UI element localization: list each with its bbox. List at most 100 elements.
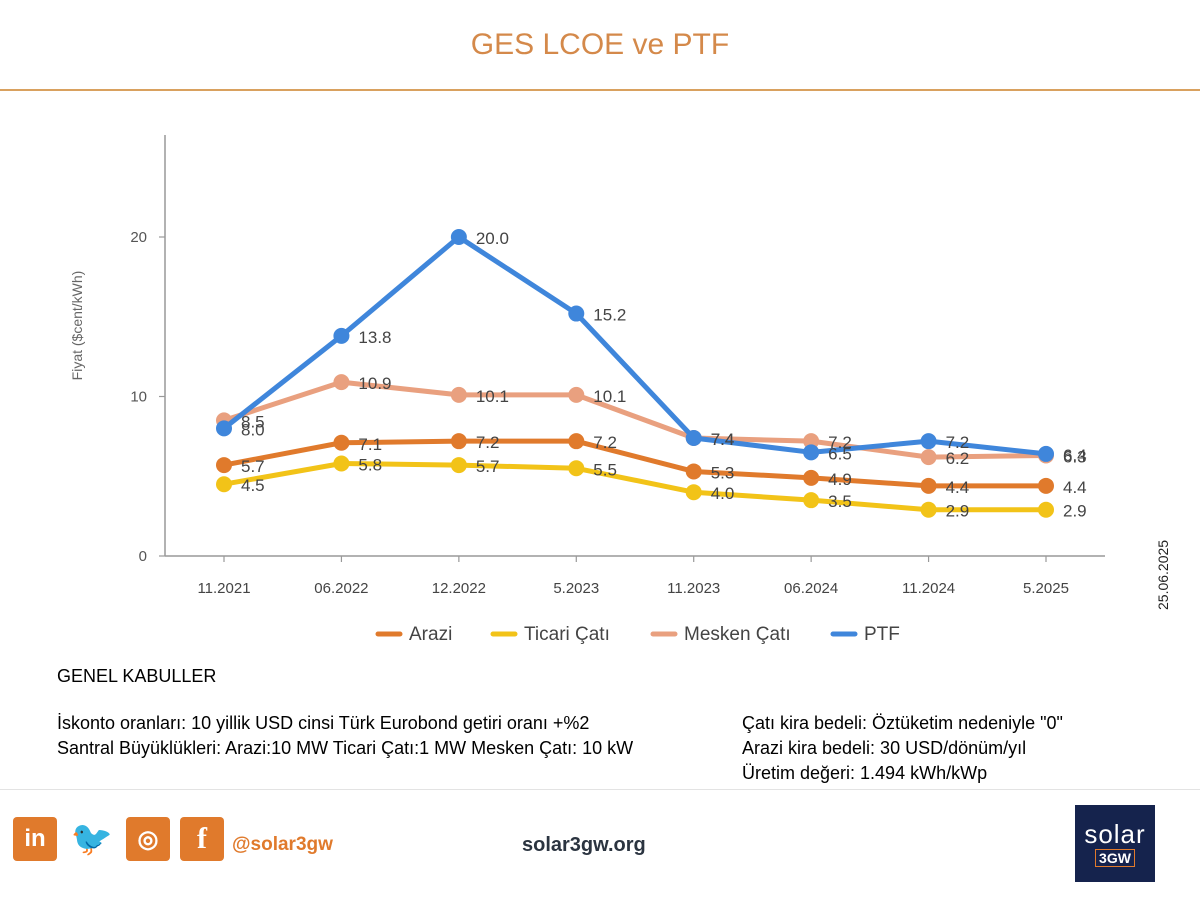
data-point <box>803 433 820 450</box>
facebook-icon[interactable]: f <box>180 817 224 861</box>
title-divider <box>0 89 1200 91</box>
data-label: 3.5 <box>828 492 852 511</box>
data-label: 7.2 <box>828 433 852 452</box>
legend-label: Mesken Çatı <box>684 624 791 645</box>
data-point <box>216 457 232 474</box>
data-point <box>568 305 585 322</box>
y-axis-title: Fiyat ($cent/kWh) <box>69 271 85 381</box>
data-label: 8.5 <box>241 412 265 431</box>
series-line-0 <box>221 438 1049 489</box>
data-point <box>1038 445 1054 462</box>
x-tick-label: 06.2022 <box>314 580 368 597</box>
data-label: 6.2 <box>946 449 970 468</box>
website-link[interactable]: solar3gw.org <box>522 834 646 856</box>
instagram-icon[interactable]: ◎ <box>126 817 170 861</box>
series-line-3 <box>221 234 1049 457</box>
footer-divider <box>0 789 1200 790</box>
data-point <box>333 327 350 344</box>
data-point <box>685 484 702 501</box>
brand-logo: solar 3GW <box>1075 805 1155 882</box>
data-label: 6.5 <box>828 444 852 463</box>
data-label: 5.5 <box>593 460 617 479</box>
data-label: 6.4 <box>1063 446 1087 465</box>
data-point <box>333 434 350 451</box>
data-point <box>803 469 820 486</box>
data-label: 2.9 <box>1063 502 1087 521</box>
data-label: 5.3 <box>711 463 735 482</box>
data-label: 5.7 <box>476 457 500 476</box>
data-point <box>568 433 585 450</box>
data-label: 10.1 <box>476 387 509 406</box>
data-label: 10.9 <box>358 374 391 393</box>
note-plant-sizes: Santral Büyüklükleri: Arazi:10 MW Ticari… <box>57 738 634 758</box>
data-label: 7.2 <box>946 433 970 452</box>
x-tick-label: 11.2021 <box>197 580 250 597</box>
data-point <box>685 463 702 480</box>
data-point <box>450 457 467 474</box>
data-point <box>803 492 820 509</box>
y-tick-label: 10 <box>130 389 147 406</box>
note-land-rent: Arazi kira bedeli: 30 USD/dönüm/yıl <box>742 738 1027 758</box>
data-label: 7.4 <box>711 430 735 449</box>
legend-label: PTF <box>864 624 900 645</box>
x-tick-label: 11.2023 <box>667 580 720 597</box>
data-label: 10.1 <box>593 387 626 406</box>
data-point <box>450 433 467 450</box>
data-label: 4.9 <box>828 470 852 489</box>
linkedin-icon[interactable]: in <box>13 817 57 861</box>
data-label: 15.2 <box>593 306 626 325</box>
data-label: 5.8 <box>358 455 382 474</box>
data-point <box>1038 477 1054 494</box>
data-point <box>216 420 232 437</box>
data-point <box>685 429 702 446</box>
series-line-1 <box>221 460 1049 513</box>
x-tick-label: 06.2024 <box>784 580 838 597</box>
twitter-icon[interactable]: 🐦 <box>70 820 114 858</box>
data-label: 5.7 <box>241 457 265 476</box>
page-title: GES LCOE ve PTF <box>470 28 730 61</box>
data-label: 4.4 <box>946 478 970 497</box>
data-point <box>568 460 585 477</box>
note-discount: İskonto oranları: 10 yillik USD cinsi Tü… <box>57 713 590 733</box>
data-point <box>568 386 585 403</box>
data-label: 4.4 <box>1063 478 1087 497</box>
data-point <box>1038 501 1054 518</box>
data-label: 6.3 <box>1063 448 1087 467</box>
x-tick-label: 5.2025 <box>1023 580 1069 597</box>
logo-text-bottom: 3GW <box>1095 849 1135 867</box>
data-label: 4.0 <box>711 484 735 503</box>
data-point <box>920 501 937 518</box>
data-label: 7.2 <box>476 433 500 452</box>
data-point <box>920 433 937 450</box>
note-roof-rent: Çatı kira bedeli: Öztüketim nedeniyle "0… <box>742 713 1063 733</box>
data-label: 8.0 <box>241 420 265 439</box>
logo-text-top: solar <box>1084 819 1146 849</box>
data-label: 7.1 <box>358 435 382 454</box>
data-point <box>450 386 467 403</box>
x-tick-label: 12.2022 <box>432 580 486 597</box>
data-label: 13.8 <box>358 328 391 347</box>
data-point <box>920 449 937 466</box>
data-point <box>803 444 820 461</box>
x-tick-label: 5.2023 <box>553 580 599 597</box>
data-label: 4.5 <box>241 476 265 495</box>
data-label: 20.0 <box>476 229 509 248</box>
data-point <box>333 455 350 472</box>
data-point <box>920 477 937 494</box>
data-label: 7.4 <box>711 430 735 449</box>
y-tick-label: 0 <box>139 548 147 565</box>
data-label: 2.9 <box>946 502 970 521</box>
series-line-2 <box>221 379 1049 460</box>
x-tick-label: 11.2024 <box>902 580 955 597</box>
note-production: Üretim değeri: 1.494 kWh/kWp <box>742 763 988 783</box>
y-tick-label: 20 <box>130 229 147 246</box>
line-chart: 0 10 20 Fiyat ($cent/kWh) 11.2021 06.2022 12.2… <box>69 135 1105 645</box>
social-handle[interactable]: @solar3gw <box>232 834 333 855</box>
notes-heading: GENEL KABULLER <box>57 666 217 686</box>
data-point <box>333 374 350 391</box>
data-point <box>216 476 232 493</box>
data-point <box>450 229 467 245</box>
legend-label: Arazi <box>409 624 452 645</box>
legend-label: Ticari Çatı <box>524 624 610 645</box>
data-label: 7.2 <box>593 433 617 452</box>
